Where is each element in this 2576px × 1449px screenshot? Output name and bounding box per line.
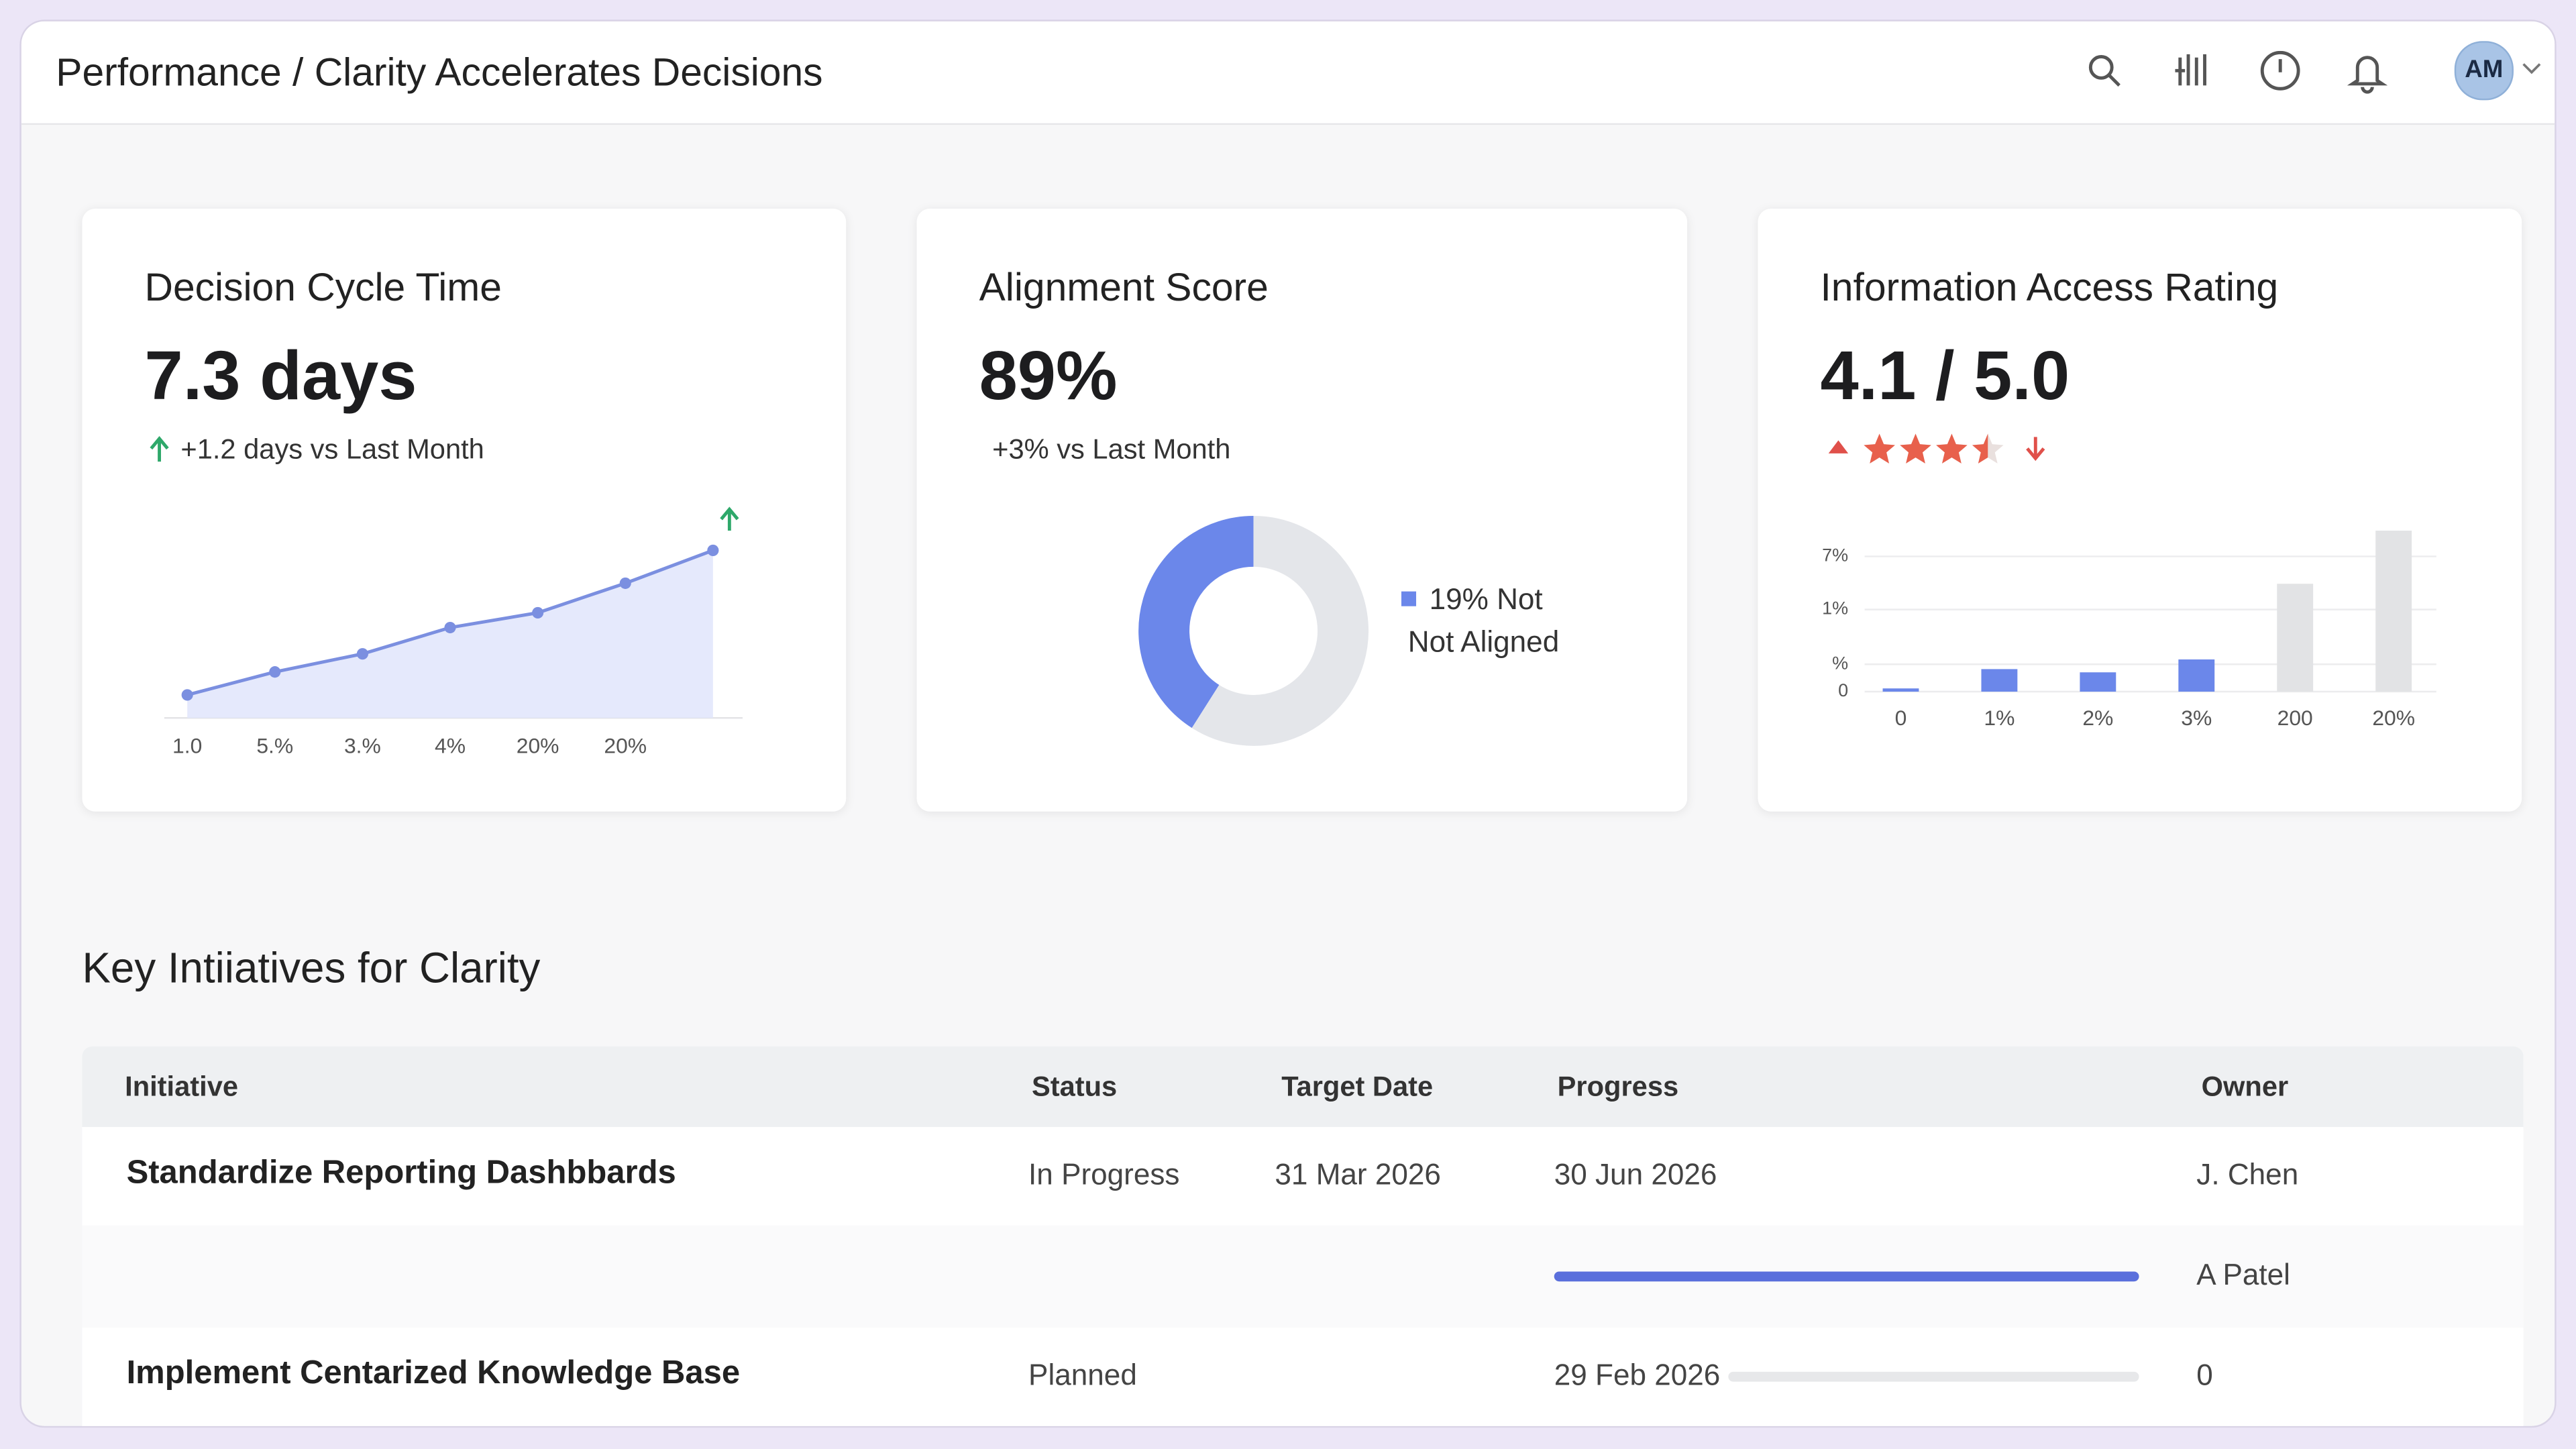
bar — [2178, 659, 2215, 692]
x-tick-label: 200 — [2277, 706, 2313, 730]
x-tick-label: 20% — [604, 734, 647, 758]
owner: J. Chen — [2196, 1158, 2299, 1191]
page-title: Performance / Clarity Accelerates Decisi… — [56, 50, 823, 96]
column-header: Owner — [2201, 1071, 2289, 1103]
x-tick-label: 2% — [2082, 706, 2113, 730]
y-tick-label: 7% — [1822, 545, 1848, 566]
point — [269, 666, 281, 678]
column-header: Initiative — [125, 1071, 239, 1103]
section-title: Key Intiiatives for Clarity — [82, 943, 541, 993]
bar — [1882, 688, 1919, 692]
point — [532, 606, 544, 619]
area — [187, 550, 713, 718]
up-arrow — [150, 436, 169, 462]
star — [1972, 433, 1988, 464]
card-title: Information Access Rating — [1820, 266, 2279, 311]
status: Planned — [1028, 1358, 1137, 1392]
legend-label: Not Aligned — [1408, 626, 1559, 659]
owner: A Patel — [2196, 1258, 2290, 1291]
rating-down-icon — [2026, 437, 2045, 462]
progress-track — [1728, 1371, 2139, 1382]
card-title: Alignment Score — [979, 266, 1269, 311]
card-title: Decision Cycle Time — [144, 266, 502, 311]
timer-icon[interactable] — [2260, 50, 2300, 91]
star — [1900, 433, 1931, 464]
toolbar-icons — [2088, 50, 2388, 94]
trend-arrow — [720, 506, 739, 531]
column-header: Status — [1031, 1071, 1118, 1103]
legend-label: 19% Not — [1430, 583, 1543, 616]
point — [181, 689, 193, 701]
initiative-name: Implement Centarized Knowledge Base — [126, 1355, 741, 1392]
bar — [2277, 584, 2314, 692]
bar — [1981, 669, 2018, 692]
point — [619, 577, 631, 589]
progress-date: 29 Feb 2026 — [1554, 1358, 1721, 1392]
x-tick-label: 0 — [1895, 706, 1907, 730]
table-row: A Patel — [82, 1225, 2524, 1330]
point — [444, 621, 456, 634]
x-tick-label: 3% — [2181, 706, 2212, 730]
y-tick-label: % — [1832, 653, 1848, 673]
column-header: Progress — [1557, 1071, 1679, 1103]
target-date: 31 Mar 2026 — [1275, 1158, 1441, 1191]
point — [356, 648, 368, 660]
point — [707, 544, 719, 556]
x-tick-label: 1.0 — [172, 734, 202, 758]
card: Information Access Rating 4.1 / 5.0 — [1758, 209, 2522, 812]
avatar[interactable]: AM — [2454, 41, 2514, 101]
bar — [2080, 672, 2116, 692]
initiatives-table: Initiative Status Target Date Progress Owner… — [82, 1046, 2524, 1426]
search-icon[interactable] — [2088, 55, 2114, 80]
card-value: 4.1 / 5.0 — [1820, 337, 2070, 415]
owner: 0 — [2196, 1358, 2213, 1392]
x-tick-label: 1% — [1984, 706, 2015, 730]
status: In Progress — [1028, 1158, 1180, 1191]
progress-date: 30 Jun 2026 — [1554, 1158, 1717, 1191]
y-tick-label: 1% — [1822, 598, 1848, 619]
table-header — [82, 1046, 2524, 1129]
bar — [2375, 531, 2412, 692]
table-row: Implement Centarized Knowledge Base Plann… — [82, 1327, 2524, 1426]
y-tick-label: 0 — [1838, 680, 1848, 700]
x-tick-label: 20% — [2372, 706, 2415, 730]
initiative-name: Standardize Reporting Dashbbards — [126, 1155, 676, 1191]
column-header: Target Date — [1281, 1071, 1434, 1103]
x-tick-label: 4% — [435, 734, 466, 758]
star — [1864, 433, 1895, 464]
bell-icon[interactable] — [2347, 56, 2388, 94]
legend-swatch — [1401, 591, 1417, 606]
star — [1936, 433, 1968, 464]
top-bar: Performance / Clarity Accelerates Decisi… — [21, 21, 2555, 125]
card-delta: +3% vs Last Month — [992, 433, 1231, 466]
card-value: 89% — [979, 337, 1118, 415]
filter-icon[interactable] — [2175, 54, 2206, 86]
avatar-caret[interactable] — [2522, 61, 2541, 77]
donut-segment — [1138, 515, 1254, 729]
card-value: 7.3 days — [144, 337, 417, 415]
donut-segment — [1191, 515, 1368, 746]
x-tick-label: 5.% — [256, 734, 293, 758]
rating-up-icon — [1828, 440, 1849, 453]
progress-bar — [1554, 1271, 2139, 1282]
x-tick-label: 3.% — [344, 734, 381, 758]
x-tick-label: 20% — [517, 734, 559, 758]
card-delta: +1.2 days vs Last Month — [180, 433, 484, 466]
